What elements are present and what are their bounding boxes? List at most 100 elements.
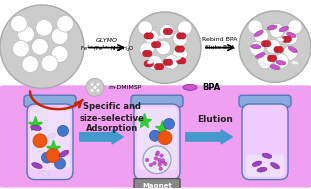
Circle shape [36,19,53,36]
Circle shape [22,56,39,72]
Ellipse shape [252,161,262,167]
Circle shape [144,30,159,44]
Circle shape [282,36,289,43]
Text: Elution: Elution [197,115,233,124]
Circle shape [177,58,183,64]
Circle shape [264,40,271,47]
Circle shape [178,46,184,52]
Text: GLYMO: GLYMO [96,38,118,43]
Ellipse shape [251,44,261,49]
FancyBboxPatch shape [131,95,183,107]
Ellipse shape [279,26,289,32]
Circle shape [164,55,179,69]
Circle shape [146,50,152,57]
Circle shape [166,28,173,35]
Circle shape [145,158,149,162]
Circle shape [0,5,84,88]
Circle shape [33,134,47,148]
Ellipse shape [276,60,286,65]
Ellipse shape [259,63,266,66]
Circle shape [283,46,297,60]
Ellipse shape [267,25,277,30]
FancyArrowPatch shape [80,130,123,144]
FancyBboxPatch shape [134,179,180,189]
Circle shape [13,40,30,57]
Circle shape [179,58,186,64]
Circle shape [239,11,311,82]
Ellipse shape [32,163,42,169]
Circle shape [173,47,187,61]
Circle shape [31,38,48,55]
Circle shape [158,163,161,167]
Circle shape [93,85,97,89]
Circle shape [144,60,151,67]
Circle shape [277,46,283,53]
Circle shape [266,40,281,54]
Circle shape [90,82,94,86]
FancyBboxPatch shape [137,107,177,170]
Circle shape [129,12,201,83]
Ellipse shape [59,150,69,157]
Circle shape [154,41,161,48]
Text: m-DMIMSP: m-DMIMSP [108,85,142,90]
FancyBboxPatch shape [239,95,291,107]
Circle shape [51,28,68,45]
FancyBboxPatch shape [246,155,284,177]
Circle shape [288,20,302,34]
Circle shape [258,54,272,69]
Ellipse shape [286,32,296,38]
Circle shape [156,40,170,55]
FancyBboxPatch shape [242,104,288,180]
Circle shape [46,149,60,163]
Circle shape [270,55,277,62]
Circle shape [96,82,100,86]
Circle shape [285,36,291,43]
Circle shape [51,46,68,63]
Ellipse shape [262,153,272,158]
Circle shape [41,152,53,163]
Circle shape [274,54,289,68]
Circle shape [138,21,152,35]
Circle shape [144,33,151,39]
Circle shape [158,131,172,145]
Ellipse shape [256,53,265,58]
Circle shape [153,161,156,165]
Circle shape [154,157,158,160]
Ellipse shape [158,35,165,39]
Text: Elute BPA: Elute BPA [205,45,235,50]
Circle shape [161,158,165,162]
Circle shape [151,41,158,48]
Ellipse shape [41,171,49,176]
Circle shape [164,162,167,166]
Ellipse shape [30,125,41,130]
Circle shape [163,28,170,35]
Text: Magnet: Magnet [142,183,172,189]
Circle shape [158,158,161,162]
Circle shape [143,146,171,174]
Circle shape [250,41,264,56]
Circle shape [54,158,66,169]
FancyBboxPatch shape [27,104,73,180]
Circle shape [148,56,162,70]
Circle shape [149,163,153,167]
Circle shape [18,26,35,43]
Text: Specific and
size-selective: Specific and size-selective [80,102,144,122]
Ellipse shape [277,38,284,41]
Circle shape [274,46,280,53]
Circle shape [156,151,160,154]
Circle shape [86,78,104,96]
Circle shape [147,60,154,67]
Circle shape [90,88,94,92]
Ellipse shape [48,134,56,138]
Ellipse shape [254,30,263,36]
Circle shape [270,23,284,38]
Circle shape [179,33,186,39]
Circle shape [142,50,149,57]
FancyBboxPatch shape [30,107,70,170]
Circle shape [157,64,164,70]
Circle shape [163,59,170,66]
Text: Fe$^{2+}$/Fe$^{3+}$ NH$_3$$\cdot$H$_2$O: Fe$^{2+}$/Fe$^{3+}$ NH$_3$$\cdot$H$_2$O [80,44,134,54]
Text: Rebind BPA: Rebind BPA [202,37,238,42]
Circle shape [177,33,183,39]
Ellipse shape [174,56,181,60]
